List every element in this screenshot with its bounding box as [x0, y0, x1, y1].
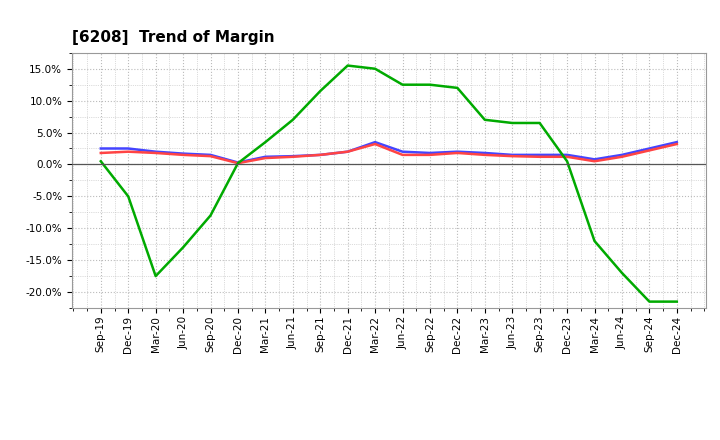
Net Income — [289, 154, 297, 159]
Net Income — [426, 152, 434, 158]
Operating Cashflow — [426, 82, 434, 87]
Operating Cashflow — [590, 238, 599, 244]
Ordinary Income — [453, 149, 462, 154]
Operating Cashflow — [96, 159, 105, 164]
Net Income — [536, 154, 544, 159]
Net Income — [316, 152, 325, 158]
Ordinary Income — [672, 139, 681, 145]
Line: Net Income: Net Income — [101, 144, 677, 163]
Net Income — [590, 159, 599, 164]
Text: [6208]  Trend of Margin: [6208] Trend of Margin — [72, 29, 274, 45]
Net Income — [563, 154, 572, 159]
Line: Ordinary Income: Ordinary Income — [101, 142, 677, 162]
Net Income — [179, 152, 187, 158]
Operating Cashflow — [289, 117, 297, 122]
Line: Operating Cashflow: Operating Cashflow — [101, 66, 677, 302]
Operating Cashflow — [508, 120, 516, 126]
Ordinary Income — [96, 146, 105, 151]
Net Income — [480, 152, 489, 158]
Operating Cashflow — [480, 117, 489, 122]
Ordinary Income — [426, 150, 434, 156]
Ordinary Income — [645, 146, 654, 151]
Operating Cashflow — [398, 82, 407, 87]
Operating Cashflow — [206, 213, 215, 218]
Net Income — [398, 152, 407, 158]
Operating Cashflow — [233, 161, 242, 166]
Net Income — [151, 150, 160, 156]
Ordinary Income — [261, 154, 270, 159]
Operating Cashflow — [618, 270, 626, 275]
Net Income — [261, 155, 270, 161]
Ordinary Income — [563, 152, 572, 158]
Ordinary Income — [206, 152, 215, 158]
Ordinary Income — [590, 157, 599, 162]
Operating Cashflow — [371, 66, 379, 71]
Net Income — [233, 161, 242, 166]
Net Income — [453, 150, 462, 156]
Net Income — [672, 141, 681, 147]
Net Income — [206, 154, 215, 159]
Net Income — [96, 150, 105, 156]
Net Income — [343, 149, 352, 154]
Ordinary Income — [480, 150, 489, 156]
Ordinary Income — [124, 146, 132, 151]
Operating Cashflow — [316, 88, 325, 94]
Operating Cashflow — [179, 245, 187, 250]
Operating Cashflow — [343, 63, 352, 68]
Operating Cashflow — [261, 139, 270, 145]
Ordinary Income — [618, 152, 626, 158]
Ordinary Income — [371, 139, 379, 145]
Ordinary Income — [398, 149, 407, 154]
Net Income — [508, 154, 516, 159]
Operating Cashflow — [453, 85, 462, 91]
Net Income — [124, 149, 132, 154]
Operating Cashflow — [536, 120, 544, 126]
Operating Cashflow — [151, 274, 160, 279]
Ordinary Income — [289, 154, 297, 159]
Ordinary Income — [179, 151, 187, 156]
Net Income — [371, 141, 379, 147]
Ordinary Income — [508, 152, 516, 158]
Operating Cashflow — [645, 299, 654, 304]
Operating Cashflow — [563, 159, 572, 164]
Ordinary Income — [316, 152, 325, 158]
Operating Cashflow — [124, 194, 132, 199]
Operating Cashflow — [672, 299, 681, 304]
Ordinary Income — [536, 152, 544, 158]
Ordinary Income — [233, 160, 242, 165]
Net Income — [645, 148, 654, 153]
Ordinary Income — [151, 149, 160, 154]
Ordinary Income — [343, 149, 352, 154]
Net Income — [618, 154, 626, 159]
